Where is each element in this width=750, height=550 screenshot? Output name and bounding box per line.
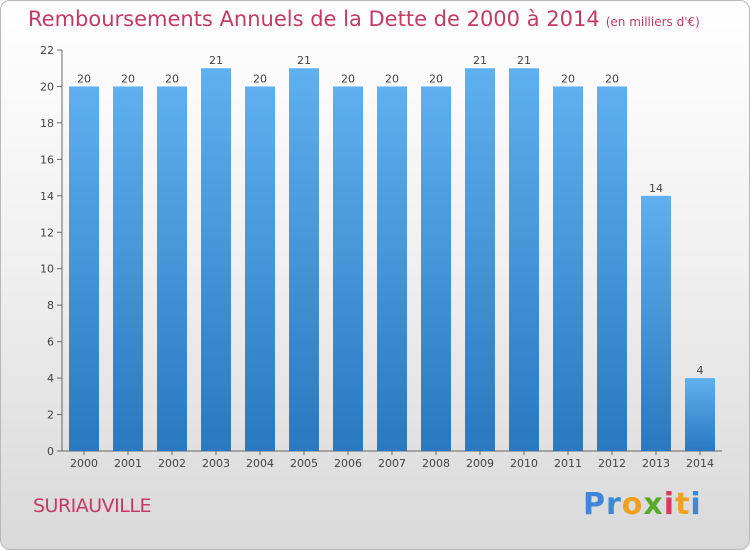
y-tick-label: 6 [47,336,54,349]
bar-value-label: 21 [517,54,531,67]
bar-value-label: 4 [697,364,704,377]
bar-2010 [509,68,539,452]
y-tick-label: 2 [47,409,54,422]
y-tick-label: 0 [47,445,54,458]
bar-2007 [377,86,407,452]
y-tick-label: 20 [40,80,54,93]
chart-title: Remboursements Annuels de la Dette de 20… [28,7,700,31]
bar-2003 [201,68,231,452]
y-tick-label: 16 [40,153,54,166]
bar-2006 [333,86,363,452]
y-tick-label: 8 [47,299,54,312]
y-tick-label: 18 [40,117,54,130]
bar-value-label: 20 [341,72,355,85]
bar-2011 [553,86,583,452]
bar-2008 [421,86,451,452]
chart-bars [69,68,715,452]
bar-value-label: 20 [77,72,91,85]
bar-value-label: 21 [473,54,487,67]
bar-2014 [685,378,715,451]
bar-value-label: 20 [429,72,443,85]
bar-2004 [245,86,275,452]
x-tick-label: 2006 [334,457,362,470]
x-tick-label: 2001 [114,457,142,470]
x-tick-label: 2003 [202,457,230,470]
chart-unit: (en milliers d'€) [605,15,700,29]
commune-name: SURIAUVILLE [33,495,151,517]
x-tick-label: 2009 [466,457,494,470]
bar-value-label: 14 [649,182,663,195]
y-tick-label: 4 [47,372,54,385]
x-tick-label: 2005 [290,457,318,470]
bar-value-label: 20 [121,72,135,85]
x-tick-label: 2014 [686,457,714,470]
x-tick-label: 2008 [422,457,450,470]
bar-2012 [597,86,627,452]
y-tick-label: 10 [40,263,54,276]
bar-value-label: 20 [561,72,575,85]
bar-2001 [113,86,143,452]
bar-2005 [289,68,319,452]
bar-value-label: 20 [253,72,267,85]
x-tick-label: 2012 [598,457,626,470]
x-tick-label: 2013 [642,457,670,470]
bar-value-label: 20 [385,72,399,85]
y-tick-label: 22 [40,44,54,57]
x-tick-label: 2011 [554,457,582,470]
x-tick-label: 2007 [378,457,406,470]
bar-value-label: 21 [297,54,311,67]
chart-title-text: Remboursements Annuels de la Dette de 20… [28,7,600,31]
chart-labels: 20 2000 20 2001 20 2002 21 2003 20 2004 21 2005 20 20… [70,54,714,470]
x-tick-label: 2004 [246,457,274,470]
y-tick-label: 12 [40,226,54,239]
bar-2000 [69,86,99,452]
bar-value-label: 20 [605,72,619,85]
bar-value-label: 20 [165,72,179,85]
bar-2013 [641,195,671,451]
x-tick-label: 2000 [70,457,98,470]
bar-2009 [465,68,495,452]
bar-2002 [157,86,187,452]
x-tick-label: 2010 [510,457,538,470]
x-tick-label: 2002 [158,457,186,470]
bar-value-label: 21 [209,54,223,67]
proxiti-logo: Proxiti [583,487,702,522]
y-tick-label: 14 [40,190,54,203]
